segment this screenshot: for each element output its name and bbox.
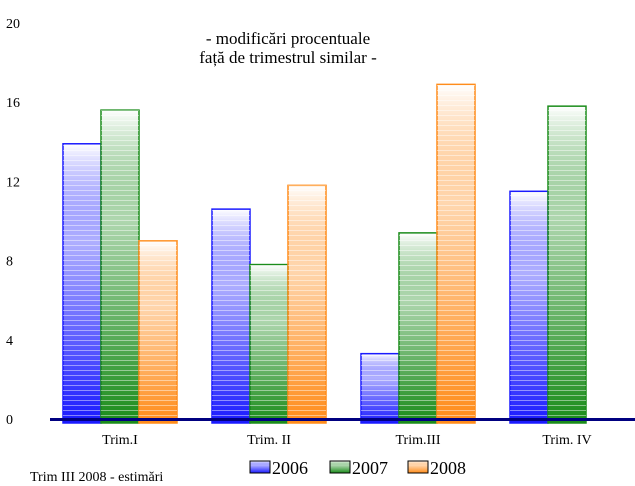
bar-stripes	[399, 232, 437, 423]
y-tick-label: 16	[6, 96, 20, 111]
y-tick-label: 4	[6, 334, 13, 349]
y-axis: 0 4 8 12 16 20	[6, 17, 20, 428]
legend-swatch-2007	[329, 460, 351, 474]
chart-title-line-2: față de trimestrul similar -	[199, 48, 377, 67]
x-tick-label: Trim.I	[102, 433, 138, 448]
legend-label-2006: 2006	[272, 458, 308, 478]
y-tick-label: 12	[6, 175, 20, 190]
bar-stripes	[548, 106, 586, 423]
x-axis-labels: Trim.I Trim. II Trim.III Trim. IV	[102, 433, 591, 448]
x-tick-label: Trim. II	[247, 433, 291, 448]
legend: 2006 2007 2008	[249, 458, 466, 478]
legend-label-2008: 2008	[430, 458, 466, 478]
footnote: Trim III 2008 - estimări	[30, 470, 163, 485]
chart-title-line-1: - modificări procentuale	[206, 29, 370, 48]
x-tick-label: Trim.III	[396, 433, 441, 448]
bar-stripes	[437, 84, 475, 423]
bars	[62, 83, 587, 424]
legend-label-2007: 2007	[352, 458, 388, 478]
y-tick-label: 20	[6, 17, 20, 32]
bar-stripes	[361, 353, 399, 423]
y-tick-label: 0	[6, 413, 13, 428]
bar-stripes	[250, 264, 288, 423]
bar-stripes	[101, 110, 139, 424]
bar-stripes	[288, 185, 326, 423]
legend-swatch-2008	[407, 460, 429, 474]
legend-swatch-2006	[249, 460, 271, 474]
y-tick-label: 8	[6, 255, 13, 270]
bar-stripes	[212, 209, 250, 423]
bar-stripes	[510, 191, 548, 423]
bar-stripes	[139, 240, 177, 423]
x-tick-label: Trim. IV	[542, 433, 591, 448]
bar-stripes	[63, 143, 101, 423]
